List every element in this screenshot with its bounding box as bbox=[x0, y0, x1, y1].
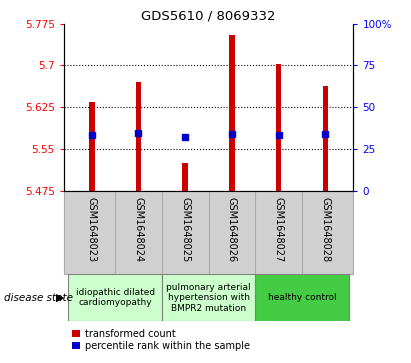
Text: idiopathic dilated
cardiomyopathy: idiopathic dilated cardiomyopathy bbox=[76, 288, 155, 307]
Bar bbox=[182, 163, 188, 191]
Text: GSM1648026: GSM1648026 bbox=[227, 197, 237, 262]
Bar bbox=[162, 274, 255, 321]
Text: GSM1648023: GSM1648023 bbox=[87, 197, 97, 262]
Text: GSM1648025: GSM1648025 bbox=[180, 197, 190, 262]
Text: disease state: disease state bbox=[4, 293, 73, 303]
Bar bbox=[136, 82, 141, 191]
Text: ▶: ▶ bbox=[55, 293, 64, 303]
Text: pulmonary arterial
hypertension with
BMPR2 mutation: pulmonary arterial hypertension with BMP… bbox=[166, 283, 251, 313]
Text: healthy control: healthy control bbox=[268, 293, 336, 302]
Bar bbox=[255, 274, 349, 321]
Title: GDS5610 / 8069332: GDS5610 / 8069332 bbox=[141, 9, 276, 23]
Text: GSM1648024: GSM1648024 bbox=[134, 197, 143, 262]
Text: GSM1648028: GSM1648028 bbox=[321, 197, 330, 262]
Bar bbox=[323, 86, 328, 191]
Bar bbox=[68, 274, 162, 321]
Bar bbox=[229, 35, 235, 191]
Text: GSM1648027: GSM1648027 bbox=[274, 197, 284, 262]
Bar bbox=[276, 64, 282, 191]
Bar bbox=[89, 102, 95, 191]
Legend: transformed count, percentile rank within the sample: transformed count, percentile rank withi… bbox=[69, 325, 254, 355]
